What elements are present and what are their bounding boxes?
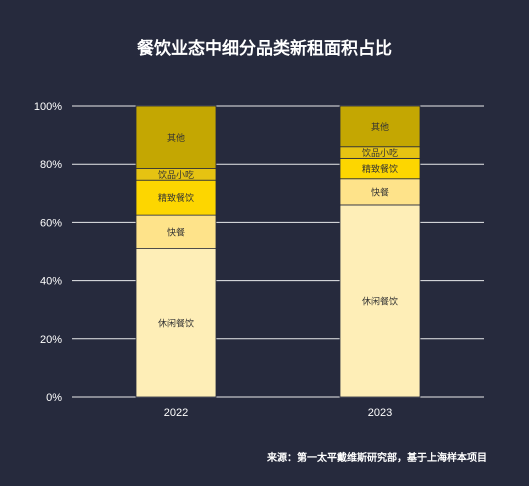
segment-label: 精致餐饮 bbox=[362, 163, 398, 175]
segment-label: 休闲餐饮 bbox=[362, 295, 398, 307]
chart-title: 餐饮业态中细分品类新租面积占比 bbox=[137, 39, 392, 58]
segment-label: 精致餐饮 bbox=[158, 192, 194, 204]
bar-segment bbox=[135, 105, 217, 169]
x-tick-label: 2022 bbox=[164, 407, 188, 419]
segment-label: 休闲餐饮 bbox=[158, 317, 194, 329]
segment-label: 饮品小吃 bbox=[158, 169, 194, 181]
bar-segment bbox=[135, 248, 217, 398]
y-tick-label: 80% bbox=[40, 159, 62, 171]
segment-label: 其他 bbox=[371, 121, 389, 133]
y-tick-label: 0% bbox=[46, 392, 62, 404]
bar-segment bbox=[135, 214, 217, 249]
bar-segment bbox=[339, 178, 421, 206]
bar-segment bbox=[339, 105, 421, 148]
segment-label: 快餐 bbox=[167, 226, 185, 238]
x-tick-label: 2023 bbox=[368, 407, 392, 419]
segment-label: 饮品小吃 bbox=[362, 147, 398, 159]
y-tick-label: 60% bbox=[40, 217, 62, 229]
y-tick-label: 100% bbox=[34, 101, 62, 113]
segment-label: 快餐 bbox=[371, 186, 389, 198]
y-tick-label: 40% bbox=[40, 276, 62, 288]
y-tick-label: 20% bbox=[40, 334, 62, 346]
source-note: 来源：第一太平戴维斯研究部，基于上海样本项目 bbox=[267, 453, 487, 464]
segment-label: 其他 bbox=[167, 132, 185, 144]
